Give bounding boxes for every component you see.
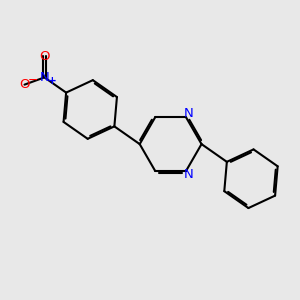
Text: +: +	[47, 76, 56, 86]
Text: N: N	[184, 107, 193, 120]
Text: O: O	[39, 50, 50, 63]
Text: O: O	[19, 78, 30, 91]
Text: −: −	[28, 74, 38, 86]
Text: N: N	[184, 168, 193, 181]
Text: N: N	[40, 71, 49, 84]
